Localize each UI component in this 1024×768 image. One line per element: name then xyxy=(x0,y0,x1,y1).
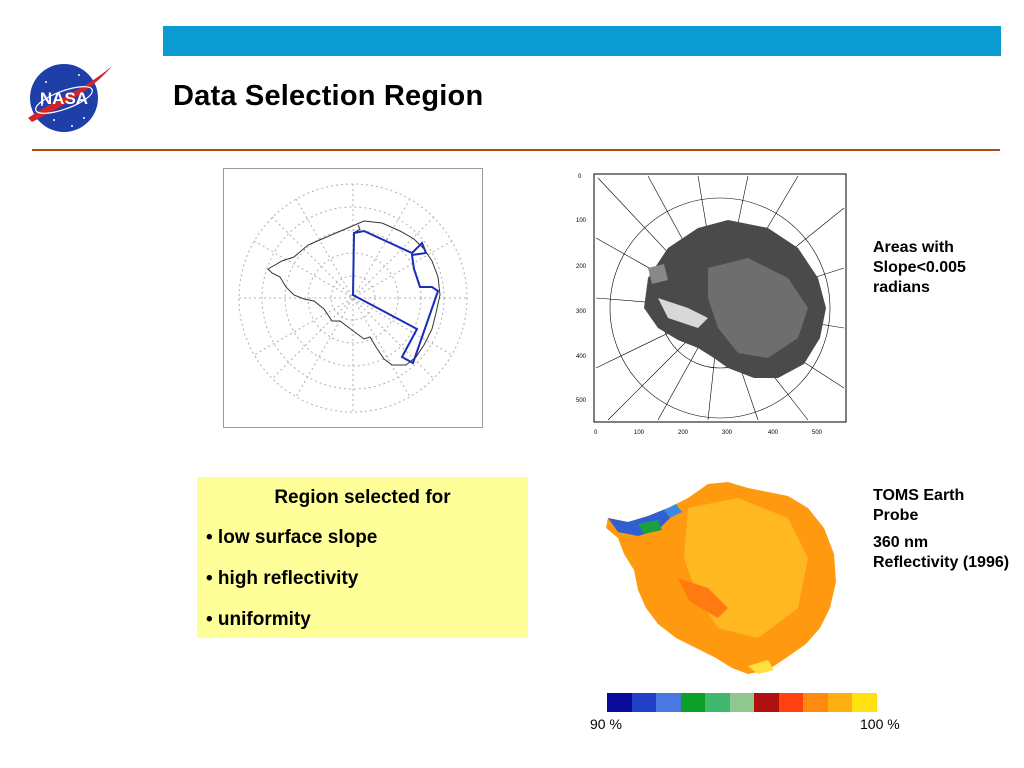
colorbar-swatch xyxy=(705,693,730,712)
slope-map: 0 100 200 300 400 500 0 100 200 300 400 … xyxy=(568,168,848,440)
colorbar-max-label: 100 % xyxy=(860,716,900,732)
criteria-item: • low surface slope xyxy=(206,527,378,548)
colorbar-swatch xyxy=(778,693,804,712)
slope-y-tick: 500 xyxy=(576,398,587,404)
slope-x-tick: 500 xyxy=(812,430,823,436)
slope-y-tick: 400 xyxy=(576,354,587,360)
toms-caption-detail: 360 nm Reflectivity (1996) xyxy=(873,534,1010,571)
slope-y-tick: 300 xyxy=(576,309,587,315)
slope-caption: Areas with Slope<0.005 radians xyxy=(873,238,1013,298)
slope-y-tick: 200 xyxy=(576,264,587,270)
slope-x-tick: 0 xyxy=(594,430,598,436)
colorbar-swatch xyxy=(754,693,779,712)
colorbar-min-label: 90 % xyxy=(590,716,622,732)
slope-y-tick: 0 xyxy=(578,174,582,180)
colorbar-swatch xyxy=(656,693,681,712)
toms-caption: TOMS Earth Probe 360 nm Reflectivity (19… xyxy=(873,486,1013,573)
colorbar-swatch xyxy=(852,693,878,712)
criteria-heading: Region selected for xyxy=(274,487,451,508)
slope-x-tick: 300 xyxy=(722,430,733,436)
slope-caption-line: Areas with xyxy=(873,239,954,256)
slope-caption-line: radians xyxy=(873,279,930,296)
reflectivity-colorbar xyxy=(607,693,878,712)
colorbar-swatch xyxy=(631,693,657,712)
colorbar-swatch xyxy=(680,693,706,712)
selection-region-map xyxy=(223,168,483,428)
slope-x-tick: 200 xyxy=(678,430,689,436)
colorbar-swatch xyxy=(729,693,755,712)
slope-caption-line: Slope<0.005 xyxy=(873,259,966,276)
colorbar-swatch xyxy=(607,693,632,712)
logo-text: NASA xyxy=(40,89,88,108)
criteria-item: • high reflectivity xyxy=(206,568,359,589)
title-divider xyxy=(32,149,1000,151)
colorbar-swatch xyxy=(803,693,828,712)
colorbar-swatch xyxy=(827,693,853,712)
criteria-item: • uniformity xyxy=(206,609,311,630)
slope-x-tick: 100 xyxy=(634,430,645,436)
slope-y-tick: 100 xyxy=(576,218,587,224)
header-bar xyxy=(163,26,1001,56)
toms-caption-title: TOMS Earth Probe xyxy=(873,487,965,524)
selection-criteria-box: Region selected for • low surface slope … xyxy=(197,477,528,638)
reflectivity-map xyxy=(598,478,840,678)
slide-title: Data Selection Region xyxy=(173,80,484,112)
nasa-logo: NASA xyxy=(24,60,116,136)
slope-x-tick: 400 xyxy=(768,430,779,436)
